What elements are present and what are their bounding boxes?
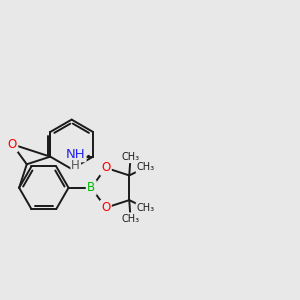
Text: CH₃: CH₃ bbox=[137, 203, 155, 213]
Text: H: H bbox=[71, 159, 80, 172]
Text: O: O bbox=[101, 201, 110, 214]
Text: CH₃: CH₃ bbox=[122, 214, 140, 224]
Text: NH: NH bbox=[66, 148, 86, 161]
Text: CH₃: CH₃ bbox=[122, 152, 140, 162]
Text: CH₃: CH₃ bbox=[137, 162, 155, 172]
Text: O: O bbox=[101, 161, 110, 174]
Text: B: B bbox=[87, 181, 95, 194]
Text: O: O bbox=[8, 138, 17, 151]
